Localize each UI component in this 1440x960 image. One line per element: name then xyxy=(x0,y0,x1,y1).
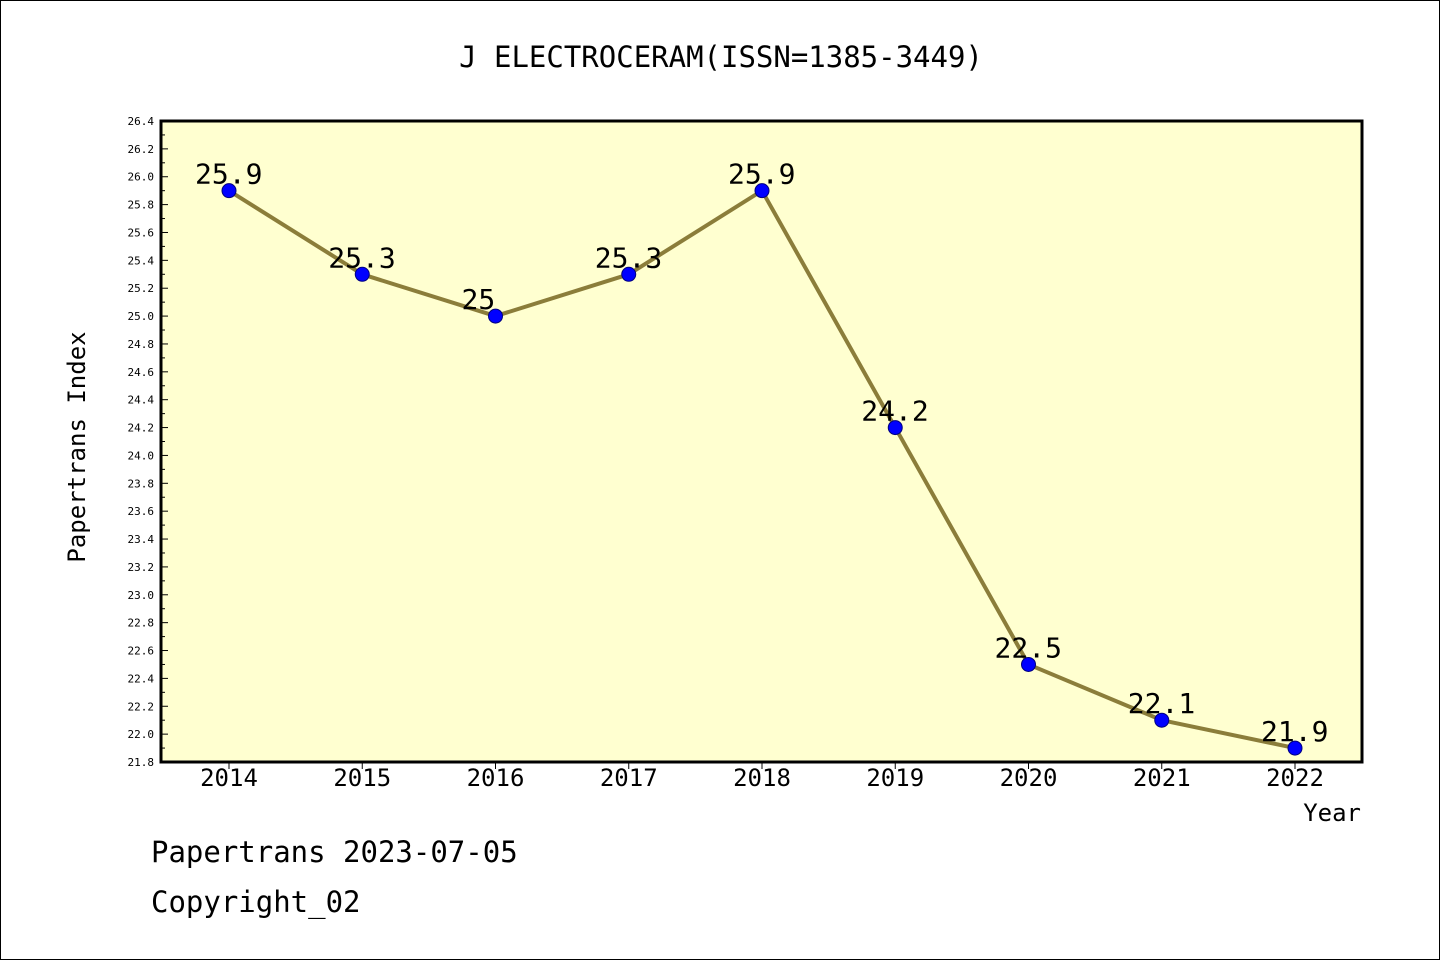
footer-date-line: Papertrans 2023-07-05 xyxy=(151,835,518,869)
x-tick-label: 2021 xyxy=(1133,764,1191,792)
plot-area xyxy=(161,121,1362,762)
data-point xyxy=(221,183,237,199)
y-tick-label: 25.2 xyxy=(128,282,155,295)
y-tick-label: 24.4 xyxy=(128,394,155,407)
y-tick-label: 25.8 xyxy=(128,199,155,212)
y-tick-label: 24.6 xyxy=(128,366,155,379)
y-tick-label: 23.0 xyxy=(128,589,155,602)
y-tick-label: 23.8 xyxy=(128,477,155,490)
x-axis-ticks: 2014 2015 2016 2017 2018 2019 2020 2021 2022 xyxy=(200,762,1324,792)
y-axis-label: Papertrans Index xyxy=(63,331,91,562)
y-tick-label: 26.0 xyxy=(128,171,155,184)
data-label: 25 xyxy=(462,283,496,316)
x-tick-label: 2015 xyxy=(333,764,391,792)
x-tick-label: 2022 xyxy=(1266,764,1324,792)
data-label: 22.5 xyxy=(995,631,1062,664)
data-point xyxy=(1021,656,1036,672)
x-tick-label: 2018 xyxy=(733,764,791,792)
y-tick-label: 26.4 xyxy=(128,115,155,128)
data-label: 25.3 xyxy=(595,241,662,274)
y-tick-label: 22.2 xyxy=(128,700,155,713)
chart-title: J ELECTROCERAM(ISSN=1385-3449) xyxy=(459,40,983,74)
data-label: 21.9 xyxy=(1261,715,1328,748)
data-label: 24.2 xyxy=(861,395,928,428)
y-tick-label: 22.8 xyxy=(128,617,155,630)
y-tick-label: 24.8 xyxy=(128,338,155,351)
y-tick-label: 22.4 xyxy=(128,672,155,685)
footer-copyright: Copyright_02 xyxy=(151,885,361,919)
y-tick-label: 23.4 xyxy=(128,533,155,546)
y-tick-label: 22.0 xyxy=(128,728,155,741)
y-tick-label: 25.4 xyxy=(128,254,155,267)
data-point xyxy=(887,420,903,436)
data-point xyxy=(1154,712,1170,728)
y-tick-label: 25.6 xyxy=(128,226,155,239)
data-point xyxy=(754,183,770,199)
x-tick-label: 2016 xyxy=(467,764,525,792)
data-point xyxy=(354,266,370,282)
y-axis-ticks: 21.8 22.0 22.2 22.4 22.6 22.8 23.0 23.2 23.4 23.6… xyxy=(128,115,168,769)
series-layer: 25.9 25.3 25 25.3 25.9 24.2 22.5 22.1 21.9 xyxy=(195,158,1328,756)
x-tick-label: 2020 xyxy=(1000,764,1058,792)
data-label: 22.1 xyxy=(1128,687,1195,720)
y-tick-label: 23.6 xyxy=(128,505,155,518)
y-tick-label: 26.2 xyxy=(128,143,155,156)
x-tick-label: 2014 xyxy=(200,764,258,792)
plot-frame xyxy=(159,119,1364,764)
y-tick-label: 21.8 xyxy=(128,756,155,769)
data-point xyxy=(1287,740,1303,756)
y-tick-label: 25.0 xyxy=(128,310,155,323)
x-tick-label: 2017 xyxy=(600,764,658,792)
data-point xyxy=(488,308,503,324)
y-tick-label: 23.2 xyxy=(128,561,155,574)
data-label: 25.3 xyxy=(328,241,395,274)
y-tick-label: 24.2 xyxy=(128,422,155,435)
data-point xyxy=(621,266,637,282)
y-tick-label: 22.6 xyxy=(128,645,155,658)
x-axis-label: Year xyxy=(1303,799,1361,827)
y-tick-label: 24.0 xyxy=(128,449,155,462)
x-tick-label: 2019 xyxy=(866,764,924,792)
data-label: 25.9 xyxy=(728,158,795,191)
data-label: 25.9 xyxy=(195,158,262,191)
